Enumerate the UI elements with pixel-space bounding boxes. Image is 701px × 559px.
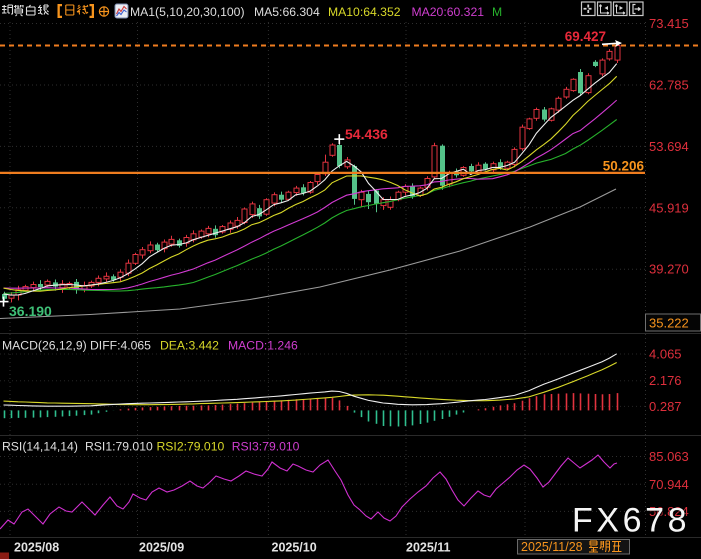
svg-text:39.270: 39.270 [649, 262, 689, 277]
svg-text:M: M [492, 5, 502, 19]
svg-text:2025/10: 2025/10 [272, 541, 317, 555]
svg-text:MA20:60.321: MA20:60.321 [412, 5, 485, 19]
svg-text:62.785: 62.785 [649, 77, 689, 92]
svg-text:36.190: 36.190 [9, 303, 52, 319]
svg-text:2025/11/28: 2025/11/28 [521, 540, 583, 554]
svg-text:RSI(14,14,14): RSI(14,14,14) [2, 440, 78, 454]
svg-text:2025/09: 2025/09 [139, 541, 184, 555]
svg-text:2.176: 2.176 [649, 373, 682, 388]
svg-text:56.824: 56.824 [649, 504, 689, 519]
svg-text:2025/08: 2025/08 [14, 541, 59, 555]
svg-text:54.436: 54.436 [345, 126, 388, 142]
svg-text:RSI3:79.010: RSI3:79.010 [232, 440, 300, 454]
svg-text:RSI2:79.010: RSI2:79.010 [157, 440, 225, 454]
svg-text:DEA:3.442: DEA:3.442 [160, 339, 219, 353]
svg-text:2025/11: 2025/11 [406, 541, 451, 555]
svg-text:FX678: FX678 [572, 502, 690, 540]
svg-text:53.694: 53.694 [649, 139, 689, 154]
svg-text:MACD(26,12,9): MACD(26,12,9) [2, 339, 87, 353]
svg-text:MA1(5,10,20,30,100): MA1(5,10,20,30,100) [130, 5, 245, 19]
svg-text:50.206: 50.206 [603, 159, 645, 174]
svg-text:73.415: 73.415 [649, 16, 689, 31]
svg-text:DIFF:4.065: DIFF:4.065 [90, 339, 151, 353]
svg-text:MA5:66.304: MA5:66.304 [254, 5, 320, 19]
svg-text:MACD:1.246: MACD:1.246 [228, 339, 298, 353]
svg-text:0.287: 0.287 [649, 399, 682, 414]
svg-text:69.427: 69.427 [565, 29, 606, 44]
svg-text:MA10:64.352: MA10:64.352 [328, 5, 401, 19]
svg-text:45.919: 45.919 [649, 200, 689, 215]
svg-text:35.222: 35.222 [649, 316, 689, 331]
svg-text:4.065: 4.065 [649, 347, 682, 362]
svg-text:RSI1:79.010: RSI1:79.010 [85, 440, 153, 454]
svg-text:85.063: 85.063 [649, 449, 689, 464]
svg-text:70.944: 70.944 [649, 477, 689, 492]
